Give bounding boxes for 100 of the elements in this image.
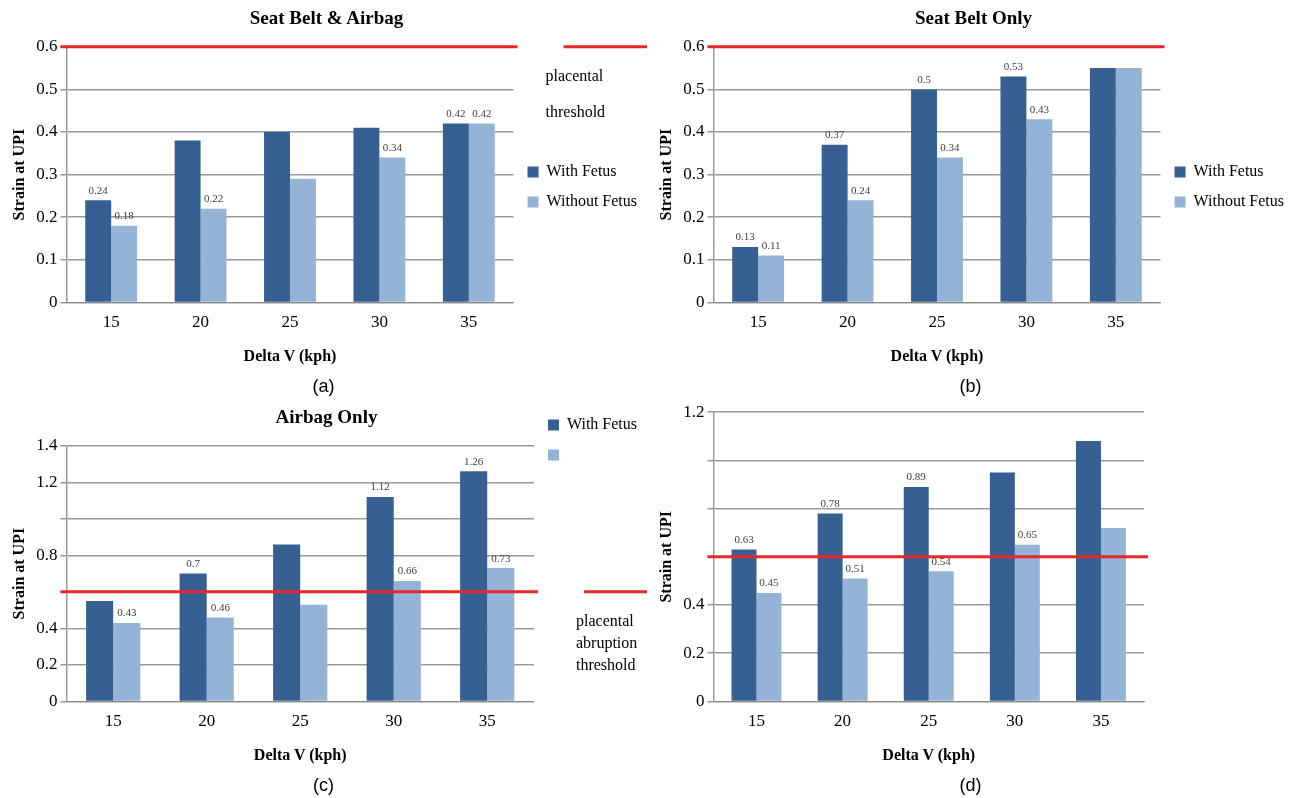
x-tick-label: 35	[1107, 312, 1125, 332]
bar	[174, 140, 201, 302]
data-label: 0.51	[845, 561, 865, 574]
bar	[113, 622, 141, 701]
data-label: 0.18	[114, 209, 135, 222]
chart-title: Airbag Only	[275, 406, 378, 428]
y-axis-title: Strain at UPI	[9, 128, 27, 221]
bar	[1000, 76, 1027, 302]
y-tick-label: 0.2	[36, 206, 58, 226]
data-label: 0.63	[734, 532, 755, 545]
chart-title: Seat Belt Only	[914, 7, 1033, 29]
data-label: 0.54	[931, 554, 952, 567]
data-label: 0.53	[1003, 60, 1024, 73]
text: (d)	[958, 775, 983, 796]
bar	[379, 157, 406, 302]
ref-line-label: placental abruption threshold	[575, 612, 638, 674]
x-tick-label: 15	[748, 711, 766, 731]
text: (b)	[958, 376, 983, 397]
x-tick-label: 30	[1017, 312, 1035, 332]
bar	[928, 571, 954, 701]
y-axis-title: Strain at UPI	[656, 511, 674, 603]
bar	[817, 513, 843, 701]
y-tick-label: 0.4	[683, 121, 705, 141]
x-axis-title: Delta V (kph)	[890, 346, 984, 365]
bar	[300, 604, 328, 701]
x-tick-label: 25	[291, 711, 309, 731]
x-tick-label: 30	[1006, 711, 1024, 731]
data-label: 0.7	[186, 556, 201, 569]
text: (c)	[312, 775, 335, 796]
x-tick-label: 25	[928, 312, 946, 332]
legend-label: With Fetus	[566, 415, 638, 433]
ref-line-label: placental threshold	[545, 67, 606, 120]
bar	[756, 592, 782, 701]
y-tick-label: 0	[695, 690, 705, 710]
data-label: 0.42	[472, 106, 492, 119]
bar	[731, 549, 757, 701]
bar	[468, 123, 495, 302]
y-tick-label: 0.1	[36, 249, 58, 269]
y-tick-label: 0.6	[683, 36, 705, 56]
legend-label: Without Fetus	[546, 192, 637, 210]
y-tick-label: 0.4	[36, 121, 58, 141]
y-tick-label: 0.4	[36, 617, 58, 637]
x-tick-label: 25	[920, 711, 938, 731]
data-label: 0.43	[117, 606, 137, 619]
y-tick-label: 1.2	[683, 401, 705, 421]
y-axis-title: Strain at UPI	[9, 527, 27, 620]
y-tick-label: 0	[48, 690, 58, 710]
data-label: 0.34	[940, 140, 961, 153]
text: (a)	[311, 376, 336, 397]
y-tick-label: 1.4	[36, 435, 58, 455]
bar	[353, 127, 380, 302]
data-label: 0.22	[203, 192, 224, 205]
bar	[903, 486, 929, 701]
x-tick-label: 15	[104, 711, 122, 731]
data-label: 0.73	[491, 551, 511, 564]
y-tick-label: 1.2	[36, 471, 58, 491]
x-tick-label: 35	[1092, 711, 1110, 731]
x-tick-label: 35	[460, 312, 478, 332]
bar	[842, 578, 868, 701]
bar	[1014, 544, 1040, 701]
y-tick-label: 0.1	[683, 249, 705, 269]
x-tick-label: 15	[749, 312, 767, 332]
bar	[989, 472, 1015, 701]
bar	[936, 157, 963, 302]
y-tick-label: 0.3	[36, 164, 58, 184]
y-tick-label: 0	[48, 291, 58, 311]
bar	[847, 200, 874, 302]
y-tick-label: 0.8	[36, 544, 58, 564]
bar	[289, 178, 316, 302]
x-axis-title: Delta V (kph)	[882, 745, 976, 764]
bar	[1089, 68, 1116, 302]
y-tick-label: 0.3	[683, 164, 705, 184]
x-tick-label: 35	[478, 711, 496, 731]
bar	[442, 123, 469, 302]
bar	[1115, 68, 1142, 302]
x-tick-label: 20	[839, 312, 857, 332]
y-tick-label: 0.5	[683, 78, 705, 98]
bar	[1100, 527, 1126, 701]
data-label: 0.42	[446, 106, 466, 119]
bar	[200, 208, 227, 302]
data-label: 0.78	[820, 496, 841, 509]
data-label: 0.24	[88, 183, 109, 196]
x-tick-label: 30	[370, 312, 388, 332]
data-label: 0.43	[1029, 102, 1050, 115]
bar	[732, 247, 759, 302]
data-label: 0.66	[397, 564, 418, 577]
data-label: 0.89	[906, 470, 927, 483]
data-label: 0.11	[761, 238, 781, 251]
y-tick-label: 0.2	[683, 642, 705, 662]
data-label: 1.12	[370, 480, 390, 493]
bar	[393, 580, 421, 701]
x-tick-label: 30	[385, 711, 403, 731]
bar	[366, 496, 394, 701]
y-tick-label: 0.2	[683, 206, 705, 226]
legend-label: With Fetus	[546, 162, 617, 180]
bar	[206, 617, 234, 701]
bar	[1075, 441, 1101, 701]
bar	[460, 471, 488, 701]
chart-title: Seat Belt & Airbag	[249, 7, 404, 29]
bar	[85, 200, 112, 302]
